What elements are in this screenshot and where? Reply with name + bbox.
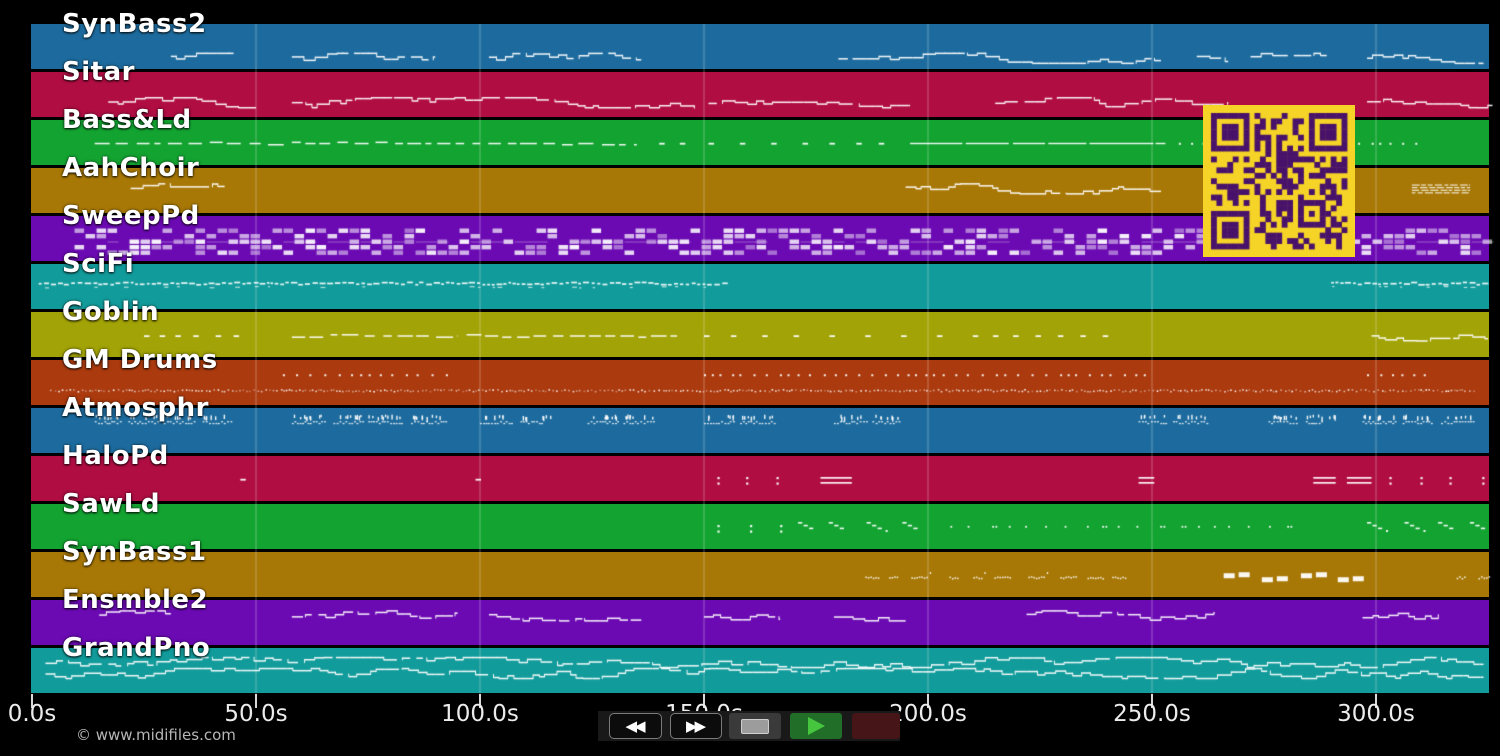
axis-tick-label: 250.0s bbox=[1113, 701, 1191, 727]
qr-code bbox=[1203, 105, 1355, 257]
track-label: Sitar bbox=[62, 57, 135, 87]
rewind-button[interactable]: ◀◀ bbox=[609, 713, 662, 739]
track-label: SynBass2 bbox=[62, 9, 207, 39]
track-label: Atmosphr bbox=[62, 393, 209, 423]
track-label: GrandPno bbox=[62, 633, 211, 663]
playback-controls: ◀◀ ▶▶ bbox=[598, 711, 900, 741]
track-label: SciFi bbox=[62, 249, 135, 279]
fast-forward-button[interactable]: ▶▶ bbox=[670, 713, 722, 739]
play-button[interactable] bbox=[790, 713, 842, 739]
axis-tick bbox=[927, 694, 929, 708]
track-label: SweepPd bbox=[62, 201, 200, 231]
copyright-text: © www.midifiles.com bbox=[76, 726, 236, 744]
track-label: SawLd bbox=[62, 489, 160, 519]
stop-button[interactable] bbox=[729, 713, 781, 739]
axis-tick-label: 50.0s bbox=[224, 701, 288, 727]
axis-tick bbox=[703, 694, 705, 708]
axis-tick-label: 0.0s bbox=[7, 701, 57, 727]
axis-tick bbox=[31, 694, 33, 708]
track-label: SynBass1 bbox=[62, 537, 207, 567]
axis-tick bbox=[1375, 694, 1377, 708]
fast-forward-icon: ▶▶ bbox=[685, 717, 706, 735]
track-label: AahChoir bbox=[62, 153, 200, 183]
axis-tick bbox=[479, 694, 481, 708]
track-label: Ensmble2 bbox=[62, 585, 209, 615]
rewind-icon: ◀◀ bbox=[625, 717, 645, 735]
axis-tick-label: 300.0s bbox=[1337, 701, 1415, 727]
play-icon bbox=[807, 717, 825, 735]
axis-tick bbox=[255, 694, 257, 708]
record-button[interactable] bbox=[852, 713, 900, 739]
track-label: HaloPd bbox=[62, 441, 169, 471]
axis-tick-label: 200.0s bbox=[889, 701, 967, 727]
stop-icon bbox=[741, 718, 769, 734]
track-label: GM Drums bbox=[62, 345, 218, 375]
axis-tick bbox=[1151, 694, 1153, 708]
track-label: Bass&Ld bbox=[62, 105, 192, 135]
axis-tick-label: 100.0s bbox=[441, 701, 519, 727]
track-label: Goblin bbox=[62, 297, 160, 327]
